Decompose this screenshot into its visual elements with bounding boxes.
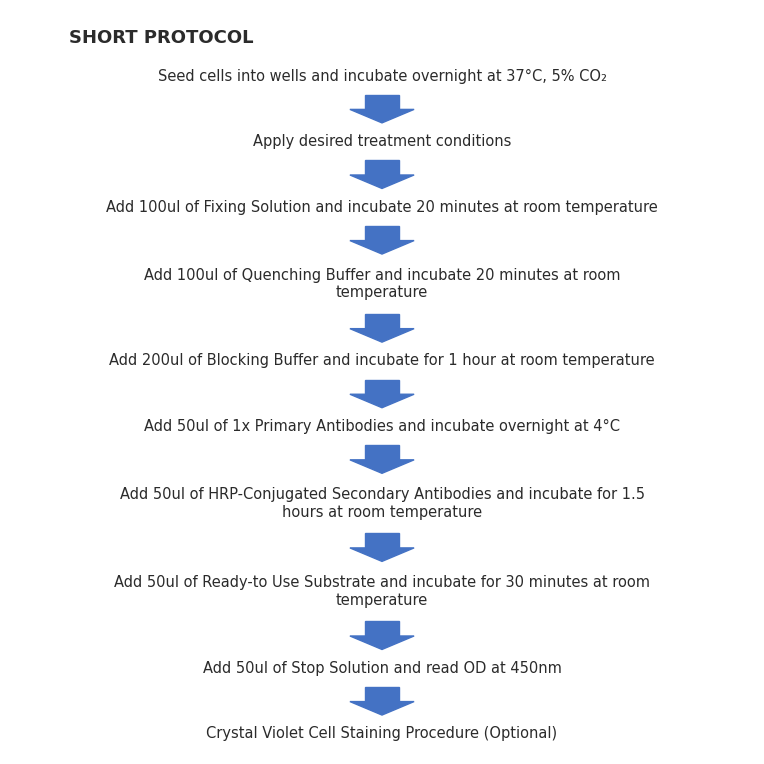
- Polygon shape: [350, 701, 414, 715]
- Polygon shape: [350, 329, 414, 342]
- Polygon shape: [350, 460, 414, 474]
- Polygon shape: [365, 380, 399, 394]
- Text: SHORT PROTOCOL: SHORT PROTOCOL: [69, 29, 253, 47]
- Text: Add 50ul of Stop Solution and read OD at 450nm: Add 50ul of Stop Solution and read OD at…: [202, 661, 562, 675]
- Text: Crystal Violet Cell Staining Procedure (Optional): Crystal Violet Cell Staining Procedure (…: [206, 727, 558, 741]
- Polygon shape: [350, 109, 414, 123]
- Text: Add 100ul of Quenching Buffer and incubate 20 minutes at room
temperature: Add 100ul of Quenching Buffer and incuba…: [144, 268, 620, 300]
- Polygon shape: [350, 548, 414, 562]
- Polygon shape: [365, 445, 399, 460]
- Polygon shape: [365, 533, 399, 548]
- Polygon shape: [365, 226, 399, 241]
- Text: Add 200ul of Blocking Buffer and incubate for 1 hour at room temperature: Add 200ul of Blocking Buffer and incubat…: [109, 354, 655, 368]
- Text: Add 50ul of HRP-Conjugated Secondary Antibodies and incubate for 1.5
hours at ro: Add 50ul of HRP-Conjugated Secondary Ant…: [119, 487, 645, 520]
- Polygon shape: [350, 394, 414, 408]
- Text: Add 50ul of 1x Primary Antibodies and incubate overnight at 4°C: Add 50ul of 1x Primary Antibodies and in…: [144, 419, 620, 434]
- Text: Add 100ul of Fixing Solution and incubate 20 minutes at room temperature: Add 100ul of Fixing Solution and incubat…: [106, 199, 658, 215]
- Polygon shape: [365, 621, 399, 636]
- Polygon shape: [365, 95, 399, 109]
- Text: Seed cells into wells and incubate overnight at 37°C, 5% CO₂: Seed cells into wells and incubate overn…: [157, 69, 607, 83]
- Polygon shape: [350, 636, 414, 649]
- Polygon shape: [365, 314, 399, 329]
- Text: Add 50ul of Ready-to Use Substrate and incubate for 30 minutes at room
temperatu: Add 50ul of Ready-to Use Substrate and i…: [114, 575, 650, 607]
- Polygon shape: [350, 241, 414, 254]
- Polygon shape: [350, 175, 414, 189]
- Text: Apply desired treatment conditions: Apply desired treatment conditions: [253, 134, 511, 149]
- Polygon shape: [365, 160, 399, 175]
- Polygon shape: [365, 687, 399, 701]
